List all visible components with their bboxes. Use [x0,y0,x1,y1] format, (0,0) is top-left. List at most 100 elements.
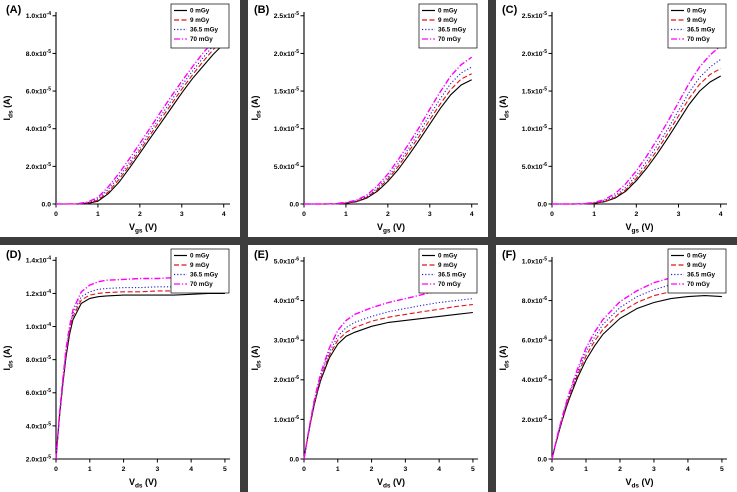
panel-f: (F) 0 1 2 3 4 5 0.0 2.0x10-6 4.0x10-6 6.0x10-6 8.0… [496,245,737,492]
svg-text:Ids (A): Ids (A) [250,345,263,370]
svg-text:3: 3 [428,211,432,218]
vertical-divider [240,245,248,492]
svg-text:70 mGy: 70 mGy [438,36,461,43]
svg-text:6.0x10-6: 6.0x10-6 [522,336,547,345]
svg-text:5.0x10-6: 5.0x10-6 [274,162,299,171]
svg-text:8.0x10-5: 8.0x10-5 [26,49,51,58]
svg-text:9 mGy: 9 mGy [687,17,707,24]
svg-text:0: 0 [550,466,554,473]
svg-text:4.0x10-5: 4.0x10-5 [26,124,51,133]
svg-text:1.2x10-4: 1.2x10-4 [26,289,51,298]
svg-text:4: 4 [719,211,723,218]
svg-text:0 mGy: 0 mGy [687,8,707,15]
svg-text:4: 4 [222,211,226,218]
svg-text:5: 5 [223,466,227,473]
svg-text:2.0x10-6: 2.0x10-6 [274,375,299,384]
svg-text:1.0x10-5: 1.0x10-5 [274,124,299,133]
svg-text:3: 3 [180,211,184,218]
svg-text:2.5x10-5: 2.5x10-5 [522,11,547,20]
svg-text:2: 2 [634,211,638,218]
svg-text:Vgs (V): Vgs (V) [129,222,157,235]
svg-text:1: 1 [592,211,596,218]
svg-text:36.5 mGy: 36.5 mGy [687,27,716,34]
svg-text:70 mGy: 70 mGy [687,281,710,288]
svg-text:Ids (A): Ids (A) [2,345,15,370]
svg-text:5: 5 [471,466,475,473]
svg-text:1: 1 [96,211,100,218]
svg-text:0.0: 0.0 [538,201,548,208]
panel-label-d: (D) [6,249,22,261]
svg-text:2.0x10-5: 2.0x10-5 [26,454,51,463]
transfer-plot-a: 0 1 2 3 4 0.0 2.0x10-5 4.0x10-5 6.0x10-5 8.0x10-5… [2,3,230,235]
svg-text:2: 2 [386,211,390,218]
svg-text:Ids (A): Ids (A) [2,95,15,120]
vertical-divider [488,0,496,237]
panel-c: (C) 0 1 2 3 4 0.0 5.0x10-6 1.0x10-5 1.5x10-5 2.0x… [496,0,737,237]
svg-text:9 mGy: 9 mGy [438,17,458,24]
bottom-row: (D) 0 1 2 3 4 5 2.0x10-5 4.0x10-5 6.0x10-5 8.0x10… [0,245,737,492]
svg-text:2: 2 [122,466,126,473]
svg-text:1.4x10-4: 1.4x10-4 [26,256,51,265]
svg-text:0: 0 [54,466,58,473]
panel-a: (A) 0 1 2 3 4 0.0 2.0x10-5 4.0x10-5 6.0x10-5 8.0x… [0,0,240,237]
svg-text:36.5 mGy: 36.5 mGy [190,27,219,34]
panel-e: (E) 0 1 2 3 4 5 0.0 1.0x10-6 2.0x10-6 3.0x10-6 4.0… [248,245,488,492]
svg-text:2: 2 [618,466,622,473]
svg-text:1.5x10-5: 1.5x10-5 [274,86,299,95]
svg-text:Vgs (V): Vgs (V) [625,222,653,235]
transfer-plot-b: 0 1 2 3 4 0.0 5.0x10-6 1.0x10-5 1.5x10-5 2.0x10-5… [250,3,478,235]
svg-text:2.0x10-5: 2.0x10-5 [522,49,547,58]
panel-label-f: (F) [502,249,517,261]
svg-text:36.5 mGy: 36.5 mGy [190,272,219,279]
svg-text:0: 0 [550,211,554,218]
vertical-divider [488,245,496,492]
svg-text:Vds (V): Vds (V) [625,477,653,490]
svg-text:3: 3 [677,211,681,218]
svg-text:0 mGy: 0 mGy [438,8,458,15]
svg-text:Vds (V): Vds (V) [377,477,405,490]
svg-text:70 mGy: 70 mGy [190,36,213,43]
svg-text:1.0x10-4: 1.0x10-4 [26,322,51,331]
panel-b: (B) 0 1 2 3 4 0.0 5.0x10-6 1.0x10-5 1.5x10-5 2.0x… [248,0,488,237]
svg-text:6.0x10-5: 6.0x10-5 [26,388,51,397]
svg-text:2.0x10-5: 2.0x10-5 [274,49,299,58]
panel-d: (D) 0 1 2 3 4 5 2.0x10-5 4.0x10-5 6.0x10-5 8.0x10… [0,245,240,492]
svg-text:1.5x10-5: 1.5x10-5 [522,86,547,95]
svg-text:0: 0 [302,211,306,218]
output-plot-d: 0 1 2 3 4 5 2.0x10-5 4.0x10-5 6.0x10-5 8.0x10-5 1.… [2,248,230,490]
svg-text:4: 4 [189,466,193,473]
svg-text:0: 0 [54,211,58,218]
svg-text:3: 3 [652,466,656,473]
svg-text:Vgs (V): Vgs (V) [377,222,405,235]
vertical-divider [240,0,248,237]
svg-text:4.0x10-6: 4.0x10-6 [522,375,547,384]
svg-text:0.0: 0.0 [290,456,300,463]
svg-text:9 mGy: 9 mGy [190,17,210,24]
svg-text:70 mGy: 70 mGy [687,36,710,43]
svg-text:8.0x10-5: 8.0x10-5 [26,355,51,364]
svg-text:1.0x10-5: 1.0x10-5 [522,124,547,133]
svg-text:1.0x10-4: 1.0x10-4 [26,11,51,20]
panel-label-e: (E) [254,249,269,261]
svg-text:3: 3 [403,466,407,473]
svg-text:1: 1 [88,466,92,473]
svg-text:9 mGy: 9 mGy [438,262,458,269]
panel-label-b: (B) [254,4,270,16]
svg-text:8.0x10-6: 8.0x10-6 [522,296,547,305]
svg-text:0 mGy: 0 mGy [438,253,458,260]
panel-label-c: (C) [502,4,518,16]
svg-text:0 mGy: 0 mGy [687,253,707,260]
horizontal-divider [0,237,737,245]
svg-text:0: 0 [302,466,306,473]
svg-text:4: 4 [437,466,441,473]
svg-text:1.0x10-6: 1.0x10-6 [274,415,299,424]
svg-text:70 mGy: 70 mGy [438,281,461,288]
svg-text:0 mGy: 0 mGy [190,8,210,15]
svg-text:2.0x10-5: 2.0x10-5 [26,162,51,171]
svg-text:3: 3 [155,466,159,473]
svg-text:0 mGy: 0 mGy [190,253,210,260]
svg-text:Ids (A): Ids (A) [498,345,511,370]
svg-text:1.0x10-5: 1.0x10-5 [522,256,547,265]
svg-text:5.0x10-6: 5.0x10-6 [522,162,547,171]
